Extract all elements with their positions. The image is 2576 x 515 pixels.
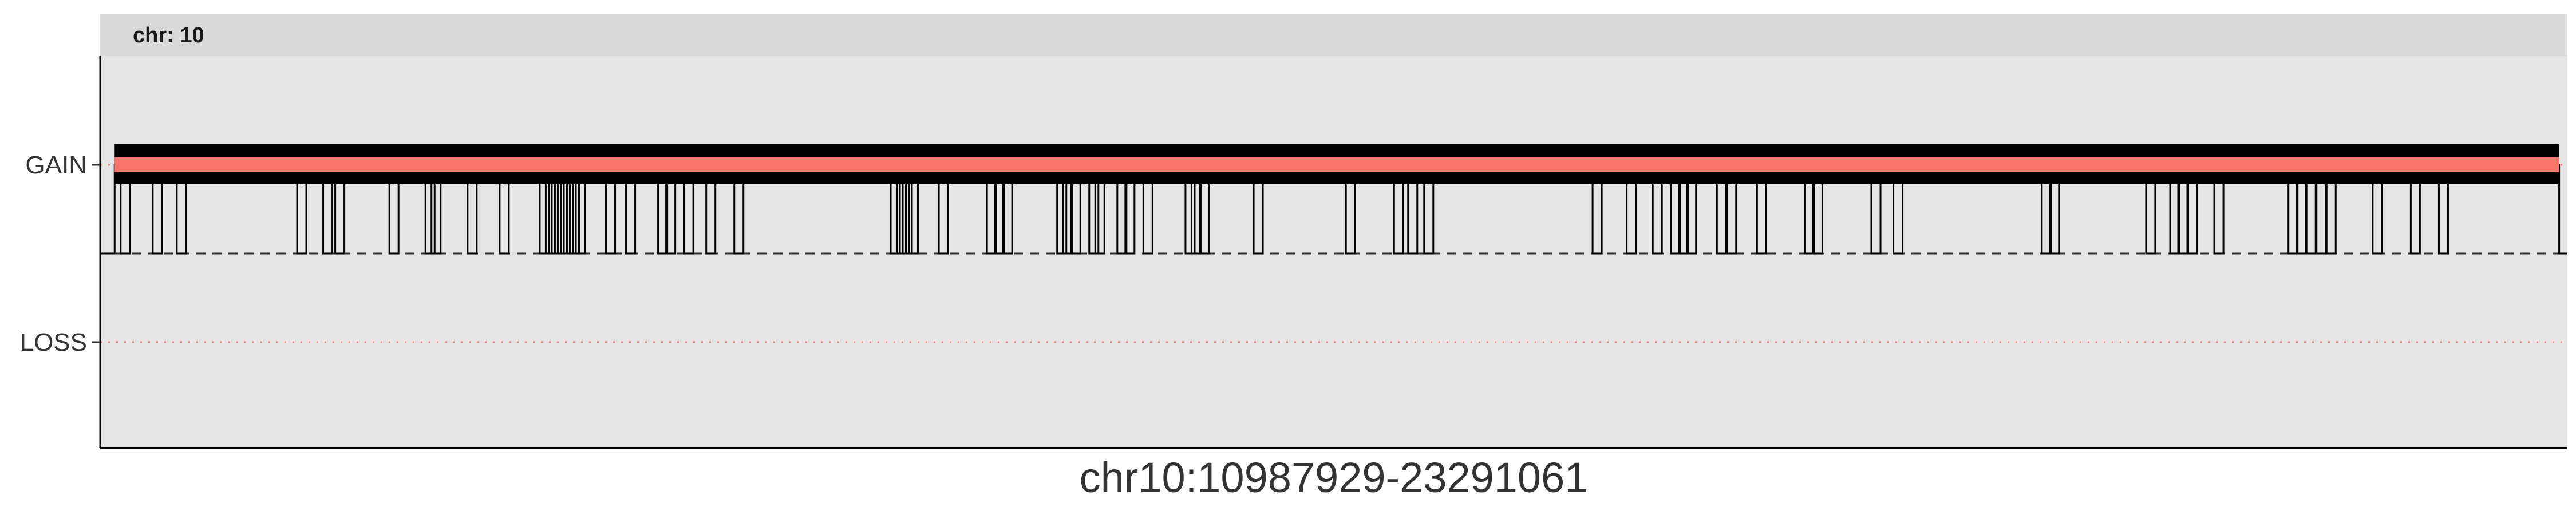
x-axis-title: chr10:10987929-23291061 (1080, 454, 1589, 501)
y-tick-label-gain: GAIN (25, 151, 87, 179)
y-tick-label-loss: LOSS (20, 328, 87, 356)
plot-panel (100, 56, 2567, 448)
facet-label: chr: 10 (133, 23, 204, 47)
copy-number-step-line (100, 164, 2567, 255)
facet-strip (100, 14, 2567, 56)
data-marks (100, 144, 2567, 255)
